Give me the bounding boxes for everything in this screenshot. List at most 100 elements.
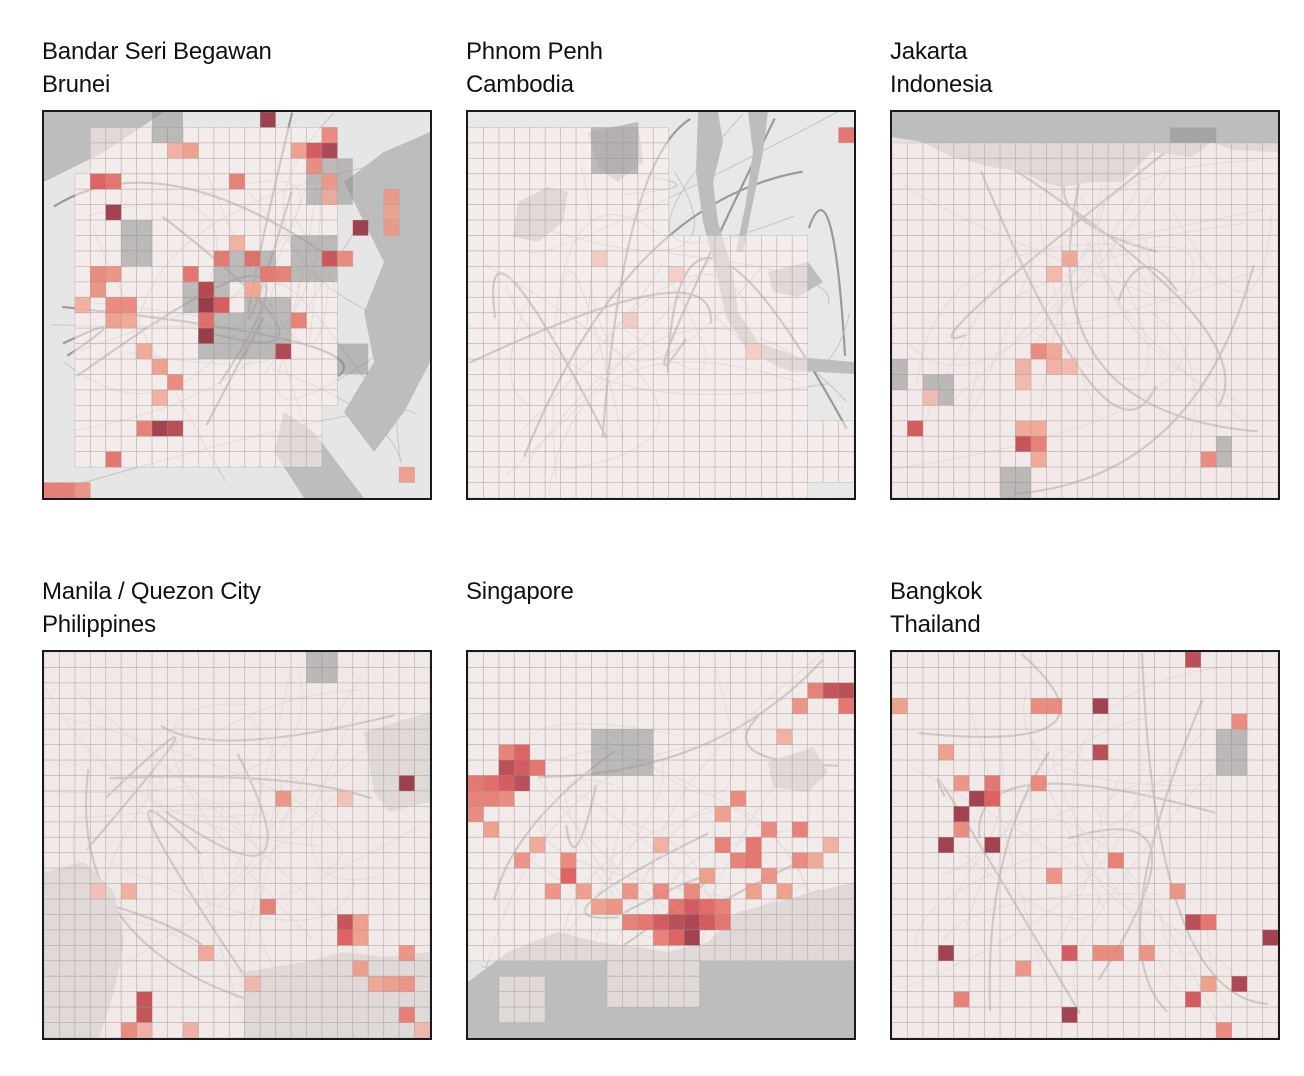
heatmap-map bbox=[466, 650, 856, 1040]
heat-cell bbox=[1046, 266, 1063, 283]
heat-cell bbox=[622, 883, 639, 900]
heat-cell bbox=[398, 975, 415, 993]
heat-cell bbox=[683, 883, 700, 900]
city-name: Phnom Penh bbox=[466, 38, 603, 65]
heat-cell bbox=[714, 806, 731, 823]
heat-cell bbox=[198, 296, 215, 314]
heat-cell bbox=[1185, 991, 1202, 1008]
heatmap-map bbox=[890, 110, 1280, 500]
heat-cell bbox=[105, 451, 122, 468]
heat-cell bbox=[167, 142, 184, 159]
heat-cell bbox=[198, 281, 215, 298]
heatmap-map bbox=[890, 650, 1280, 1040]
heat-cell bbox=[1061, 945, 1078, 962]
heat-cell bbox=[105, 296, 122, 314]
heat-cell bbox=[290, 142, 307, 159]
heat-cell bbox=[398, 775, 415, 792]
city-name: Bandar Seri Begawan bbox=[42, 38, 272, 65]
heat-cell bbox=[622, 312, 639, 329]
heat-cell bbox=[151, 358, 168, 375]
heat-cell bbox=[136, 343, 153, 360]
heat-cell bbox=[745, 343, 762, 360]
heat-cell bbox=[529, 759, 546, 776]
heat-cell bbox=[822, 836, 839, 854]
heat-cell bbox=[383, 975, 400, 993]
heat-cell bbox=[1030, 775, 1047, 792]
heat-cell bbox=[683, 914, 700, 931]
heat-cell bbox=[714, 898, 731, 915]
heat-cell bbox=[468, 790, 484, 807]
heat-cell bbox=[513, 759, 531, 776]
heat-cell bbox=[591, 250, 608, 267]
heat-cell bbox=[668, 929, 685, 946]
heat-cell bbox=[483, 775, 500, 792]
heat-cell bbox=[668, 898, 685, 915]
heat-cell bbox=[244, 250, 261, 267]
heat-cell bbox=[1061, 1006, 1078, 1023]
heat-cell bbox=[1107, 852, 1124, 869]
heat-cell bbox=[136, 991, 153, 1008]
heat-cell bbox=[714, 836, 731, 854]
heat-cell bbox=[714, 914, 731, 931]
heat-cell bbox=[699, 914, 716, 931]
heat-cell bbox=[745, 852, 762, 869]
heat-cell bbox=[776, 883, 793, 900]
heat-cell bbox=[498, 775, 515, 792]
heat-cell bbox=[483, 790, 500, 807]
heat-cell bbox=[513, 775, 531, 792]
heat-cell bbox=[483, 821, 500, 838]
heat-cell bbox=[544, 883, 561, 900]
heat-cell bbox=[761, 821, 778, 838]
map-canvas bbox=[44, 652, 430, 1038]
heat-cell bbox=[892, 697, 908, 715]
heat-cell bbox=[953, 775, 970, 792]
heat-cell bbox=[337, 914, 354, 931]
heat-cell bbox=[807, 682, 824, 699]
heat-cell bbox=[198, 945, 215, 962]
heat-cell bbox=[652, 883, 670, 900]
heat-cell bbox=[560, 867, 577, 884]
heat-cell bbox=[44, 482, 60, 498]
heat-cell bbox=[1092, 744, 1109, 761]
heat-cell bbox=[198, 312, 215, 329]
heat-cell bbox=[1200, 914, 1217, 931]
heat-cell bbox=[89, 173, 107, 190]
heat-cell bbox=[290, 312, 307, 329]
heat-cell bbox=[699, 867, 716, 884]
heat-cell bbox=[74, 482, 91, 498]
heat-cell bbox=[167, 420, 184, 437]
heat-cell bbox=[167, 374, 184, 391]
heat-cell bbox=[984, 775, 1001, 792]
panel-title: Bandar Seri Begawan Brunei bbox=[42, 35, 272, 101]
heat-cell bbox=[105, 312, 122, 329]
heat-cell bbox=[259, 898, 276, 915]
heat-cell bbox=[529, 836, 546, 854]
heat-cell bbox=[791, 821, 809, 838]
heat-cell bbox=[468, 806, 484, 823]
city-name: Jakarta bbox=[890, 38, 968, 65]
heat-cell bbox=[1231, 713, 1248, 730]
heat-cell bbox=[244, 281, 261, 298]
country-name: Brunei bbox=[42, 71, 111, 98]
heat-cell bbox=[105, 173, 122, 190]
heat-cell bbox=[321, 142, 338, 159]
heat-cell bbox=[1030, 420, 1047, 437]
heat-cell bbox=[74, 296, 91, 314]
heat-cell bbox=[120, 312, 137, 329]
heat-cell bbox=[89, 281, 107, 298]
heat-cell bbox=[1231, 975, 1248, 993]
heat-cell bbox=[398, 1006, 415, 1023]
heat-cell bbox=[1030, 343, 1047, 360]
map-canvas bbox=[468, 652, 854, 1038]
heat-cell bbox=[761, 867, 778, 884]
heat-cell bbox=[228, 235, 246, 252]
heat-cell bbox=[1046, 697, 1063, 715]
heat-cell bbox=[1015, 960, 1032, 977]
heat-cell bbox=[984, 836, 1001, 854]
heat-cell bbox=[791, 697, 809, 715]
map-canvas bbox=[44, 112, 430, 498]
heat-cell bbox=[668, 266, 685, 283]
heat-cell bbox=[984, 790, 1001, 807]
heat-cell bbox=[321, 188, 338, 205]
heat-cell bbox=[213, 296, 230, 314]
